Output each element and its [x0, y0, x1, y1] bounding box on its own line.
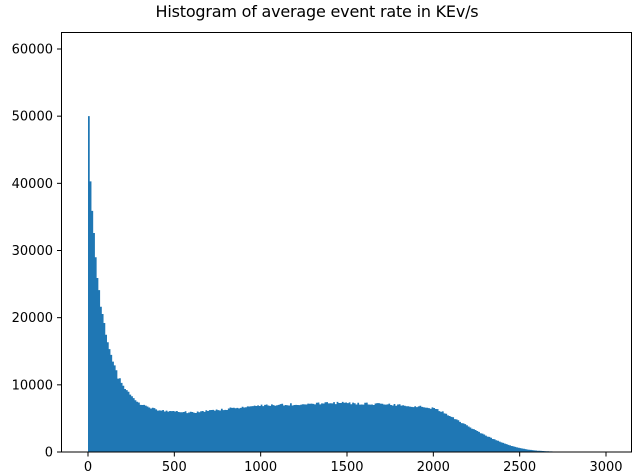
- x-tick-label: 0: [84, 460, 92, 475]
- x-tick-label: 1000: [244, 460, 277, 475]
- y-tick-label: 0: [45, 446, 53, 461]
- histogram-bar-path: [88, 116, 606, 453]
- y-tick-label: 50000: [12, 110, 53, 125]
- y-axis-ticks: 0 10000 20000 30000 40000 50000 60000: [12, 43, 62, 461]
- y-tick-label: 60000: [12, 43, 53, 58]
- y-tick-label: 30000: [12, 244, 53, 259]
- chart-title: Histogram of average event rate in KEv/s: [155, 2, 479, 21]
- y-tick-label: 10000: [12, 378, 53, 393]
- x-tick-label: 2000: [417, 460, 450, 475]
- y-tick-label: 40000: [12, 177, 53, 192]
- x-axis-ticks: 0 500 1000 1500 2000 2500 3000: [84, 452, 623, 475]
- histogram-bars: [88, 116, 606, 453]
- x-tick-label: 1500: [330, 460, 363, 475]
- y-tick-label: 20000: [12, 311, 53, 326]
- plot-frame: [61, 32, 632, 453]
- x-tick-label: 3000: [589, 460, 622, 475]
- x-tick-label: 2500: [503, 460, 536, 475]
- x-tick-label: 500: [162, 460, 187, 475]
